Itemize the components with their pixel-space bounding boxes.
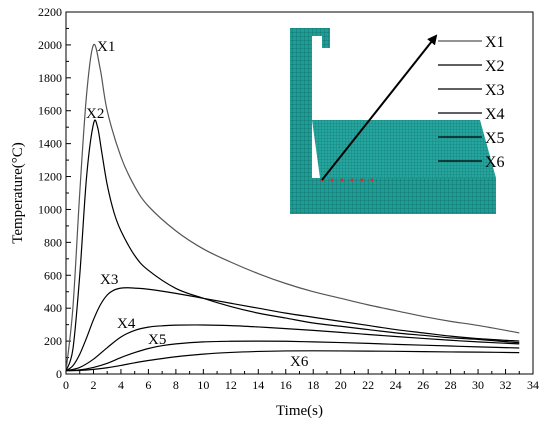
x-tick-label: 14: [252, 378, 264, 392]
curve-label-x5: X5: [148, 332, 166, 348]
legend-label-x6: X6: [485, 154, 505, 171]
curve-label-x4: X4: [117, 316, 136, 332]
x-tick-label: 34: [527, 378, 539, 392]
x-tick-label: 6: [145, 378, 151, 392]
x-tick-label: 12: [225, 378, 237, 392]
y-tick-label: 1800: [38, 71, 62, 85]
curve-label-x1: X1: [97, 39, 115, 55]
y-tick-label: 200: [44, 334, 62, 348]
y-axis-title: Temperature(°C): [10, 142, 26, 244]
x-tick-label: 18: [307, 378, 319, 392]
measurement-point-x6: [370, 178, 374, 182]
mesh-base-top: [312, 120, 496, 178]
y-tick-label: 600: [44, 268, 62, 282]
curve-label-x2: X2: [86, 106, 104, 122]
legend-label-x4: X4: [485, 106, 505, 123]
legend-label-x2: X2: [485, 58, 505, 75]
measurement-points: [320, 178, 374, 182]
series-line-x5: [65, 340, 520, 372]
legend: X1 X2 X3 X4 X5 X6: [438, 34, 505, 171]
y-tick-label: 2200: [38, 5, 62, 19]
x-tick-label: 16: [280, 378, 292, 392]
x-tick-label: 22: [362, 378, 374, 392]
series-lines: [65, 43, 520, 372]
y-tick-label: 1200: [38, 170, 62, 184]
series-line-x6: [65, 350, 520, 372]
measurement-point-x4: [350, 178, 354, 182]
x-axis-title: Time(s): [276, 403, 323, 419]
y-tick-label: 1000: [38, 202, 62, 216]
x-tick-label: 8: [173, 378, 179, 392]
mesh-base-front: [296, 178, 496, 214]
y-tick-label: 2000: [38, 38, 62, 52]
x-tick-label: 0: [63, 378, 69, 392]
mesh-model-inset: [290, 28, 496, 214]
x-tick-label: 24: [390, 378, 402, 392]
curve-label-x3: X3: [100, 272, 118, 288]
x-tick-label: 28: [445, 378, 457, 392]
measurement-point-x2: [330, 178, 334, 182]
y-tick-label: 400: [44, 301, 62, 315]
series-line-x4: [65, 324, 520, 372]
series-line-x1: [65, 43, 520, 371]
measurement-point-x5: [360, 178, 364, 182]
mesh-vertical-wall: [290, 28, 312, 214]
y-tick-label: 1400: [38, 137, 62, 151]
x-tick-label: 20: [335, 378, 347, 392]
x-tick-label: 10: [197, 378, 209, 392]
legend-label-x5: X5: [485, 130, 505, 147]
y-axis-ticks: 0 200 400 600 800 1000 1200 1400 1600 1800 2000 220…: [38, 5, 71, 381]
x-tick-label: 30: [472, 378, 484, 392]
x-tick-label: 2: [90, 378, 96, 392]
x-tick-label: 4: [118, 378, 124, 392]
y-tick-label: 800: [44, 235, 62, 249]
legend-label-x1: X1: [485, 34, 505, 51]
curve-label-x6: X6: [290, 354, 309, 370]
x-tick-label: 32: [500, 378, 512, 392]
series-line-x3: [65, 287, 520, 372]
mesh-top-flange: [290, 28, 330, 48]
direction-arrow: [321, 34, 438, 181]
measurement-point-x3: [340, 178, 344, 182]
x-tick-label: 26: [417, 378, 429, 392]
y-tick-label: 1600: [38, 104, 62, 118]
y-tick-label: 0: [56, 367, 62, 381]
mesh-notch: [312, 36, 322, 48]
legend-label-x3: X3: [485, 82, 505, 99]
x-axis-ticks: 0 2 4 6 8 10 12 14 16 18 20 22 24 26 28 30 32 34: [63, 369, 539, 392]
series-line-x2: [65, 119, 520, 371]
